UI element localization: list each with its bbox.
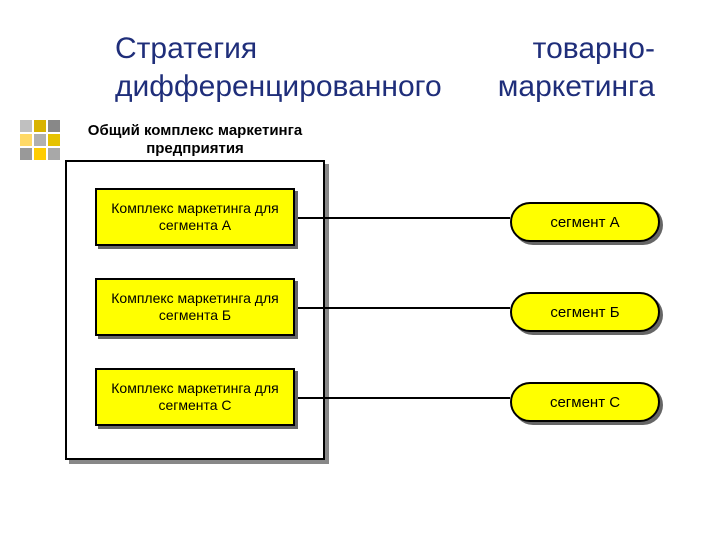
deco-sq bbox=[20, 148, 32, 160]
complex-box-a-label: Комплекс маркетинга для сегмента А bbox=[101, 200, 289, 235]
connector-c bbox=[298, 397, 510, 399]
segment-b-label: сегмент Б bbox=[550, 304, 619, 321]
container-label: Общий комплекс маркетинга предприятия bbox=[75, 122, 315, 158]
connector-a bbox=[298, 217, 510, 219]
deco-sq bbox=[20, 134, 32, 146]
complex-box-a: Комплекс маркетинга для сегмента А bbox=[95, 188, 295, 246]
deco-sq bbox=[48, 134, 60, 146]
segment-c-label: сегмент С bbox=[550, 394, 620, 411]
deco-sq bbox=[20, 120, 32, 132]
title-line1: Стратегия товарно- bbox=[115, 30, 655, 68]
connector-b bbox=[298, 307, 510, 309]
segment-c: сегмент С bbox=[510, 382, 660, 422]
complex-box-c: Комплекс маркетинга для сегмента С bbox=[95, 368, 295, 426]
deco-sq bbox=[34, 148, 46, 160]
deco-sq bbox=[48, 148, 60, 160]
slide-bullet-decoration bbox=[20, 120, 60, 160]
deco-sq bbox=[34, 134, 46, 146]
segment-a-label: сегмент А bbox=[550, 214, 619, 231]
complex-box-b: Комплекс маркетинга для сегмента Б bbox=[95, 278, 295, 336]
deco-sq bbox=[48, 120, 60, 132]
slide-title: Стратегия товарно- дифференцированного м… bbox=[115, 30, 655, 105]
complex-box-c-label: Комплекс маркетинга для сегмента С bbox=[101, 380, 289, 415]
complex-box-b-label: Комплекс маркетинга для сегмента Б bbox=[101, 290, 289, 325]
segment-b: сегмент Б bbox=[510, 292, 660, 332]
title-line2: дифференцированного маркетинга bbox=[115, 68, 655, 106]
deco-sq bbox=[34, 120, 46, 132]
segment-a: сегмент А bbox=[510, 202, 660, 242]
